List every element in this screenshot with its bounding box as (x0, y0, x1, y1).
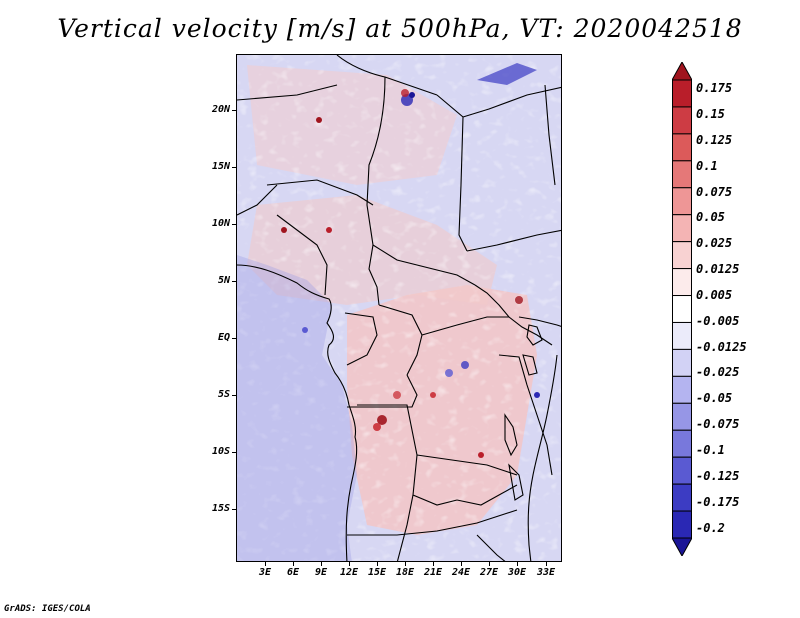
lon-label-30e: 30E (507, 567, 527, 578)
lat-label-15s: 15S (211, 503, 230, 514)
coastlines-borders (237, 55, 561, 561)
colorbar-swatch (672, 402, 692, 431)
colorbar-label: -0.2 (696, 521, 725, 535)
lat-label-20n: 20N (211, 104, 230, 115)
lon-label-21e: 21E (423, 567, 443, 578)
colorbar-swatch (672, 187, 692, 216)
colorbar-label: -0.025 (696, 365, 740, 379)
colorbar-label: 0.005 (696, 288, 733, 302)
lat-tick (232, 110, 236, 111)
colorbar-swatch (672, 483, 692, 512)
colorbar-label: 0.125 (696, 133, 733, 147)
lon-tick (265, 562, 266, 566)
colorbar-label: -0.075 (696, 417, 740, 431)
colorbar-label: 0.075 (696, 185, 733, 199)
field-contour-speckle (237, 55, 561, 561)
lon-tick (377, 562, 378, 566)
colorbar-swatch (672, 429, 692, 458)
colorbar-top-arrow (672, 62, 692, 81)
colorbar-label: 0.0125 (696, 262, 740, 276)
lon-label-12e: 12E (339, 567, 359, 578)
lon-tick (517, 562, 518, 566)
lon-label-15e: 15E (367, 567, 387, 578)
colorbar-swatch (672, 348, 692, 377)
colorbar (672, 62, 692, 556)
velocity-field (237, 55, 561, 561)
lon-tick (461, 562, 462, 566)
colorbar-label: -0.125 (696, 469, 740, 483)
colorbar-label: 0.1 (696, 159, 718, 173)
lat-tick (232, 452, 236, 453)
lat-tick (232, 395, 236, 396)
lat-label-5n: 5N (217, 275, 230, 286)
velocity-map (236, 54, 562, 562)
lon-label-6e: 6E (286, 567, 300, 578)
lon-tick (349, 562, 350, 566)
lat-label-5s: 5S (217, 389, 230, 400)
lon-tick (293, 562, 294, 566)
lon-tick (405, 562, 406, 566)
colorbar-swatch (672, 160, 692, 189)
colorbar-swatch (672, 295, 692, 323)
lon-label-24e: 24E (451, 567, 471, 578)
lon-label-3e: 3E (258, 567, 272, 578)
credit-text: GrADS: IGES/COLA (4, 604, 91, 614)
colorbar-swatch (672, 456, 692, 485)
intense-cells (281, 63, 540, 458)
colorbar-swatch (672, 268, 692, 297)
colorbar-swatch (672, 79, 692, 108)
lat-label-15n: 15N (211, 161, 230, 172)
lat-label-eq: EQ (217, 332, 230, 343)
colorbar-swatch (672, 133, 692, 162)
colorbar-label: -0.175 (696, 495, 740, 509)
lon-tick (489, 562, 490, 566)
colorbar-label: -0.1 (696, 443, 725, 457)
lon-label-9e: 9E (314, 567, 328, 578)
lat-tick (232, 338, 236, 339)
colorbar-label: 0.025 (696, 236, 733, 250)
lat-tick (232, 281, 236, 282)
colorbar-label: 0.05 (696, 210, 725, 224)
colorbar-label: -0.0125 (696, 340, 747, 354)
lat-tick (232, 167, 236, 168)
colorbar-label: 0.175 (696, 81, 733, 95)
colorbar-swatch (672, 106, 692, 135)
field-ocean-tint (237, 255, 357, 561)
lat-tick (232, 224, 236, 225)
lon-tick (321, 562, 322, 566)
lon-label-18e: 18E (395, 567, 415, 578)
colorbar-swatch (672, 321, 692, 350)
lon-label-27e: 27E (479, 567, 499, 578)
lat-label-10s: 10S (211, 446, 230, 457)
lon-tick (433, 562, 434, 566)
colorbar-label: -0.05 (696, 391, 733, 405)
map-title: Vertical velocity [m/s] at 500hPa, VT: 2… (57, 14, 743, 43)
colorbar-label: 0.15 (696, 107, 725, 121)
lon-label-33e: 33E (536, 567, 556, 578)
colorbar-label: -0.005 (696, 314, 740, 328)
lat-label-10n: 10N (211, 218, 230, 229)
lon-tick (546, 562, 547, 566)
colorbar-swatch (672, 375, 692, 404)
lat-tick (232, 509, 236, 510)
colorbar-swatch (672, 214, 692, 243)
colorbar-bottom-arrow (672, 537, 692, 556)
colorbar-swatch (672, 241, 692, 270)
colorbar-swatch (672, 510, 692, 539)
